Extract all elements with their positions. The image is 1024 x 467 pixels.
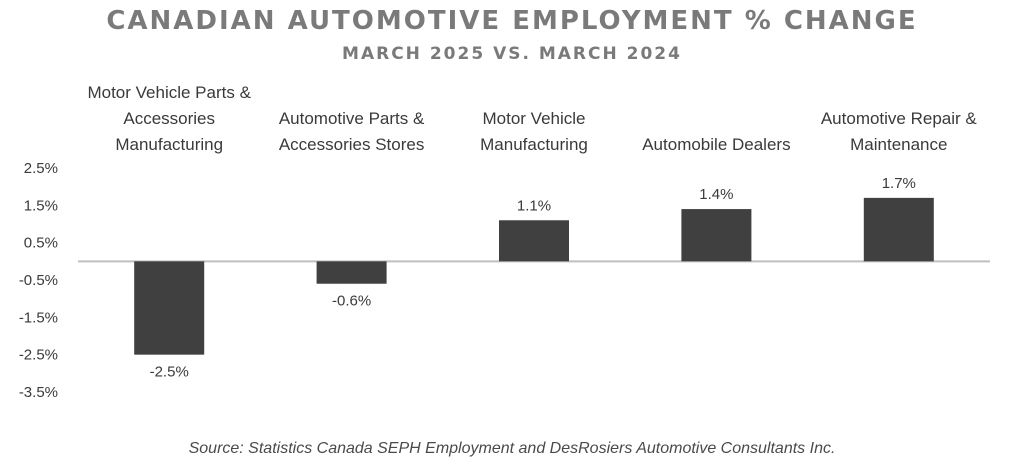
bar <box>499 220 569 262</box>
chart-title: CANADIAN AUTOMOTIVE EMPLOYMENT % CHANGE <box>106 6 918 36</box>
y-tick-label: 0.5% <box>24 235 58 252</box>
data-label: 1.4% <box>699 186 733 203</box>
y-tick-label: 2.5% <box>24 160 58 177</box>
y-tick-label: -0.5% <box>19 272 58 289</box>
bar <box>681 209 752 262</box>
y-tick-label: -2.5% <box>19 347 58 364</box>
y-tick-label: 1.5% <box>24 197 58 214</box>
category-label: Motor Vehicle Parts & Accessories Manufact… <box>87 83 251 154</box>
bar <box>863 197 934 262</box>
source-note: Source: Statistics Canada SEPH Employmen… <box>188 440 836 457</box>
data-label: 1.1% <box>517 197 551 214</box>
chart-subtitle: MARCH 2025 VS. MARCH 2024 <box>342 44 682 64</box>
bar <box>316 261 387 284</box>
bar <box>134 261 205 355</box>
data-label: -0.6% <box>332 293 371 310</box>
y-tick-label: -1.5% <box>19 309 58 326</box>
category-label: Automotive Parts & Accessories Stores <box>279 109 425 154</box>
data-label: 1.7% <box>882 175 916 192</box>
category-label: Automobile Dealers <box>642 135 790 154</box>
data-label: -2.5% <box>150 364 189 381</box>
category-label: Automotive Repair & Maintenance <box>821 109 978 154</box>
category-label: Motor Vehicle Manufacturing <box>480 109 588 154</box>
y-tick-label: -3.5% <box>19 384 58 401</box>
